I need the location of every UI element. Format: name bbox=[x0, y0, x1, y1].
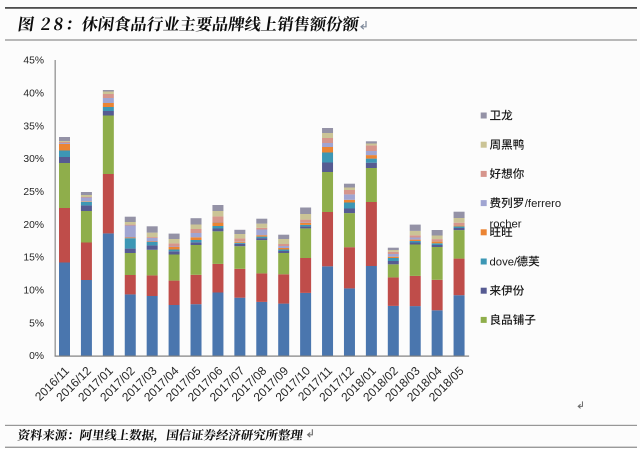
svg-text:45%: 45% bbox=[23, 56, 44, 67]
svg-text:5%: 5% bbox=[29, 318, 44, 329]
svg-text:30%: 30% bbox=[23, 154, 44, 165]
svg-text:35%: 35% bbox=[23, 121, 44, 132]
svg-text:20%: 20% bbox=[23, 220, 44, 231]
svg-text:25%: 25% bbox=[23, 187, 44, 198]
svg-text:dove/: dove/ bbox=[490, 257, 518, 269]
svg-text:0%: 0% bbox=[29, 351, 44, 362]
svg-text:rocher: rocher bbox=[490, 219, 522, 231]
svg-text:15%: 15% bbox=[23, 253, 44, 264]
svg-text:/ferrero: /ferrero bbox=[525, 198, 561, 210]
svg-text:10%: 10% bbox=[23, 285, 44, 296]
svg-text:40%: 40% bbox=[23, 88, 44, 99]
